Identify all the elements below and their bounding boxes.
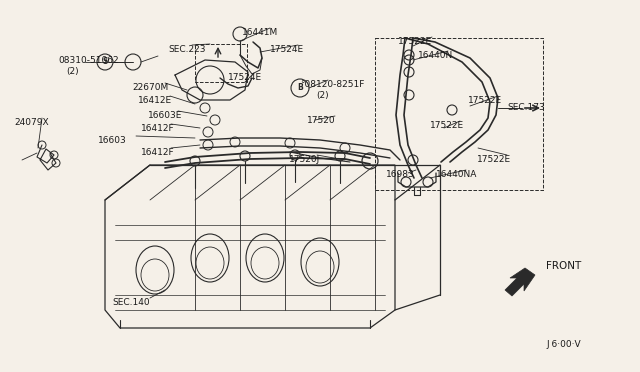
Text: J 6·00·V: J 6·00·V [546, 340, 580, 349]
Text: (2): (2) [316, 91, 328, 100]
Text: (2): (2) [66, 67, 79, 76]
Text: 16412E: 16412E [138, 96, 172, 105]
Text: 17520: 17520 [307, 116, 335, 125]
Text: 17524E: 17524E [228, 73, 262, 82]
Text: 17522E: 17522E [398, 37, 432, 46]
Text: 16603E: 16603E [148, 111, 182, 120]
Text: °08120-8251F: °08120-8251F [300, 80, 364, 89]
Text: B: B [297, 83, 303, 93]
Text: S: S [102, 58, 108, 67]
Text: SEC.223: SEC.223 [168, 45, 205, 54]
Text: 08310-51062: 08310-51062 [58, 56, 118, 65]
Text: 16983: 16983 [386, 170, 415, 179]
Text: 22670M: 22670M [132, 83, 168, 92]
Text: SEC.140: SEC.140 [112, 298, 150, 307]
Polygon shape [505, 268, 535, 296]
Text: 16603: 16603 [98, 136, 127, 145]
Text: 16440NA: 16440NA [436, 170, 477, 179]
Bar [375, 38, 543, 190]
Text: 17520J: 17520J [289, 155, 320, 164]
Bar [195, 44, 247, 82]
Text: 17522E: 17522E [468, 96, 502, 105]
Text: 17524E: 17524E [270, 45, 304, 54]
Text: 16412F: 16412F [141, 124, 175, 133]
Text: 16441M: 16441M [242, 28, 278, 37]
Text: 16440N: 16440N [418, 51, 453, 60]
Text: 24079X: 24079X [14, 118, 49, 127]
Text: SEC.173: SEC.173 [507, 103, 545, 112]
Text: 16412F: 16412F [141, 148, 175, 157]
Text: FRONT: FRONT [546, 261, 581, 271]
Text: 17522E: 17522E [477, 155, 511, 164]
Text: 17522E: 17522E [430, 121, 464, 130]
